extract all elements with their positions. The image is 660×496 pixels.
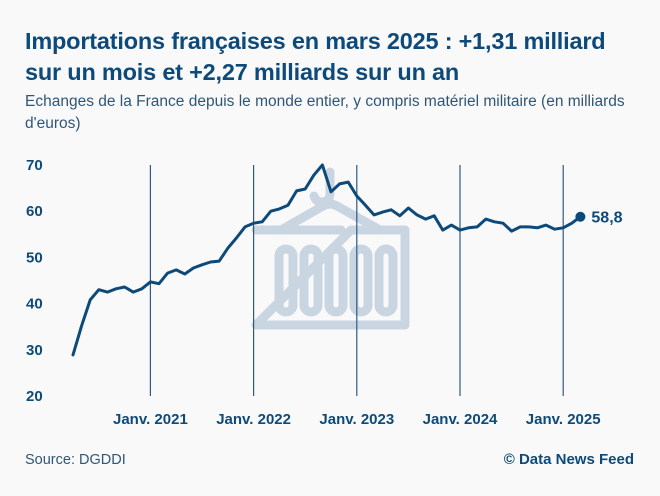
x-axis: Janv. 2021 Janv. 2022 Janv. 2023 Janv. 2024… (113, 411, 601, 428)
x-tick-label: Janv. 2025 (526, 411, 601, 428)
x-tick-label: Janv. 2023 (319, 411, 394, 428)
y-tick-label: 30 (26, 342, 43, 359)
container-rib (324, 244, 348, 317)
y-tick-label: 60 (26, 203, 43, 220)
y-tick-label: 20 (26, 388, 43, 405)
container-rib (349, 244, 373, 317)
y-tick-label: 70 (26, 157, 43, 174)
container-rib (374, 244, 398, 317)
y-tick-label: 50 (26, 249, 43, 266)
end-point-marker (575, 211, 586, 222)
x-tick-label: Janv. 2021 (113, 411, 188, 428)
chart-title: Importations françaises en mars 2025 : +… (25, 28, 606, 85)
gridlines (149, 165, 564, 396)
x-tick-label: Janv. 2022 (216, 411, 291, 428)
y-tick-label: 40 (26, 296, 43, 313)
container-rib (274, 244, 298, 317)
container-body (251, 225, 410, 330)
credit-link[interactable]: © Data News Feed (503, 451, 634, 468)
x-tick-label: Janv. 2024 (423, 411, 498, 428)
end-point-label: 58,8 (591, 210, 622, 227)
source-note: Source: DGDDI (25, 452, 126, 468)
series-line-importations (71, 163, 582, 357)
y-axis: 70 60 50 40 30 20 (26, 157, 43, 405)
container-rib (299, 244, 323, 317)
shipping-container-icon (251, 167, 410, 330)
crane-hook (309, 167, 335, 207)
chart-subtitle: Echanges de la France depuis le monde en… (25, 93, 625, 132)
